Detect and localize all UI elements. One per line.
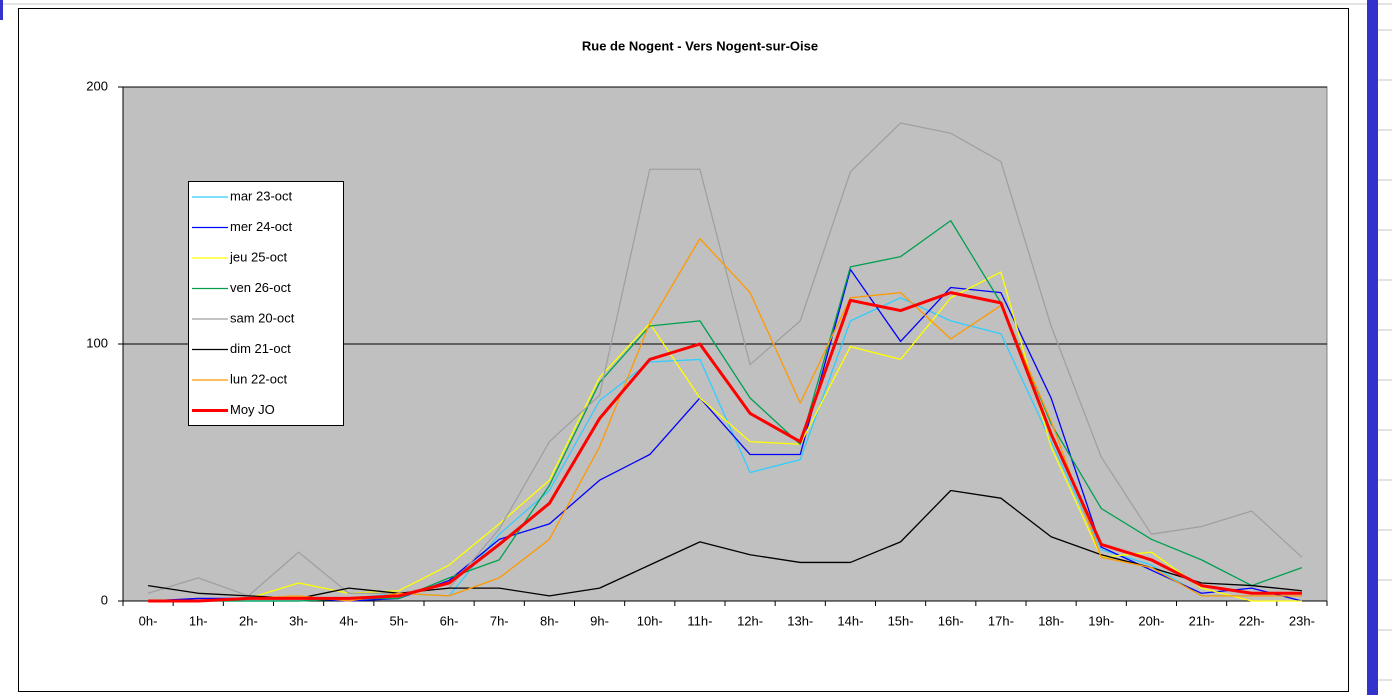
legend-label: Moy JO xyxy=(230,402,275,417)
x-tick-label: 14h- xyxy=(837,613,863,628)
x-tick-label: 23h- xyxy=(1289,613,1315,628)
x-tick-label: 17h- xyxy=(988,613,1014,628)
chart-title: Rue de Nogent - Vers Nogent-sur-Oise xyxy=(582,38,818,53)
series-line xyxy=(148,291,1302,603)
y-tick-label: 0 xyxy=(101,592,108,607)
y-tick-label: 100 xyxy=(86,335,108,350)
x-tick-label: 11h- xyxy=(687,613,712,628)
legend-label: ven 26-oct xyxy=(230,280,291,295)
sheet-grid xyxy=(0,3,1392,681)
series-line xyxy=(147,122,1303,597)
series-line xyxy=(148,237,1302,602)
x-tick-label: 2h- xyxy=(239,613,258,628)
x-tick-label: 21h- xyxy=(1189,613,1215,628)
legend-label: dim 21-oct xyxy=(230,341,291,356)
x-tick-label: 18h- xyxy=(1038,613,1064,628)
legend-box xyxy=(188,181,344,426)
x-tick-label: 5h- xyxy=(390,613,409,628)
x-tick-label: 4h- xyxy=(339,613,358,628)
x-tick-label: 9h- xyxy=(590,613,609,628)
x-tick-label: 10h- xyxy=(637,613,663,628)
x-tick-label: 12h- xyxy=(737,613,763,628)
selection-edge xyxy=(0,0,3,20)
legend-label: mer 24-oct xyxy=(230,219,293,234)
series-line xyxy=(147,489,1302,600)
x-tick-label: 0h- xyxy=(139,613,158,628)
x-tick-label: 16h- xyxy=(938,613,964,628)
legend-label: mar 23-oct xyxy=(230,188,293,203)
x-tick-label: 20h- xyxy=(1138,613,1164,628)
legend-label: lun 22-oct xyxy=(230,371,287,386)
legend-label: jeu 25-oct xyxy=(229,249,287,264)
x-tick-label: 3h- xyxy=(289,613,308,628)
x-tick-label: 13h- xyxy=(787,613,813,628)
x-tick-label: 1h- xyxy=(189,613,208,628)
y-tick-label: 200 xyxy=(86,78,108,93)
selection-bar xyxy=(1367,0,1378,695)
x-tick-label: 19h- xyxy=(1088,613,1114,628)
x-tick-label: 7h- xyxy=(490,613,509,628)
legend-label: sam 20-oct xyxy=(230,310,295,325)
x-tick-label: 8h- xyxy=(540,613,559,628)
x-tick-label: 22h- xyxy=(1239,613,1265,628)
x-tick-label: 6h- xyxy=(440,613,459,628)
x-tick-label: 15h- xyxy=(888,613,914,628)
